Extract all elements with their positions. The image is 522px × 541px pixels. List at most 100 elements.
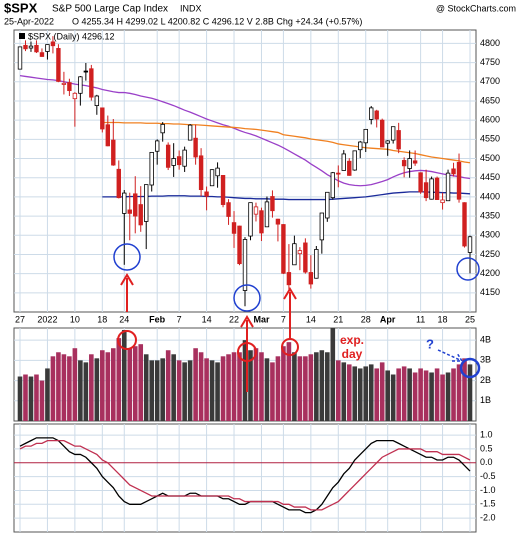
volume-bar [193, 348, 198, 421]
volume-bar [83, 362, 89, 421]
volume-bar [292, 352, 297, 421]
candle-body [133, 193, 138, 217]
x-tick-label: 28 [361, 314, 371, 324]
y-tick-label: 1B [480, 395, 491, 405]
candle-body [111, 139, 116, 166]
x-tick-label: 14 [202, 314, 212, 324]
candle-body [83, 70, 89, 73]
circle [233, 284, 261, 312]
y-tick-label: 4650 [480, 95, 500, 105]
volume-bar [341, 362, 347, 421]
candle-body [379, 119, 385, 148]
candle-body [374, 110, 379, 120]
volume-bar [434, 368, 440, 421]
candle-body [363, 128, 368, 144]
plot-layer: 27 2022 10 18 24 Feb 7 14 22 Mar 7 14 21 28 Apr 11 18 25 4… [14, 30, 500, 532]
candle-body [116, 168, 121, 199]
x-tick-label: 10 [70, 314, 80, 324]
candle-body [127, 209, 132, 214]
x-tick-label: 18 [97, 314, 107, 324]
volume-bar [132, 346, 138, 421]
candle-body [17, 46, 23, 70]
volume-bar [451, 368, 456, 421]
candle-body [100, 107, 105, 130]
volume-bar [357, 368, 363, 421]
date: 25-Apr-2022 [4, 16, 54, 26]
candle-body [385, 140, 390, 144]
indicator-panel [13, 423, 477, 533]
candle-body [61, 82, 67, 85]
volume-bar [50, 356, 56, 421]
candle-body [286, 272, 292, 286]
volume-bar [385, 370, 390, 421]
candle-body [45, 44, 50, 52]
volume-bar [363, 366, 369, 421]
volume-bar [72, 348, 78, 421]
exchange: INDX [180, 3, 202, 13]
candle-body [144, 184, 149, 222]
volume-bar [23, 374, 28, 421]
candle-body [319, 212, 325, 241]
volume-bar [226, 354, 231, 421]
y-tick-label: -1.0 [480, 485, 496, 495]
y-tick-label: -1.5 [480, 499, 496, 509]
candle-body [34, 44, 39, 53]
volume-bar [303, 356, 308, 421]
volume-bar [462, 358, 467, 421]
candle-body [94, 95, 100, 106]
candle-body [462, 202, 467, 247]
arrow [120, 273, 134, 312]
indicator-line [19, 437, 471, 514]
volume-bar [78, 360, 83, 421]
volume-bar [308, 354, 314, 421]
volume-bar [176, 360, 182, 421]
x-tick-label: 18 [438, 314, 448, 324]
volume-bar [110, 348, 116, 421]
candle-body [352, 150, 357, 171]
candle-body [193, 137, 198, 158]
candle-body [270, 196, 275, 212]
y-tick-label: 0.5 [480, 443, 493, 453]
candle-body [303, 242, 308, 273]
candle-body [72, 92, 78, 100]
candle-body [149, 151, 154, 186]
y-tick-label: 4550 [480, 134, 500, 144]
candle-body [297, 250, 303, 255]
candle-body [434, 177, 440, 200]
candle-body [451, 168, 456, 175]
candle-body [204, 191, 209, 197]
candle-body [325, 191, 330, 219]
quote: O 4255.34 H 4299.02 L 4200.82 C 4296.12 … [72, 16, 362, 26]
volume-bar [248, 350, 253, 421]
volume-bar [215, 362, 220, 421]
candle-body [412, 160, 418, 164]
candle-body [89, 68, 94, 98]
moving-average [19, 75, 471, 187]
y-tick-label: 4400 [480, 191, 500, 201]
candle-body [456, 161, 462, 200]
candle-body [56, 48, 61, 82]
volume-bar [45, 368, 50, 421]
volume-bar [187, 360, 193, 421]
volume-bar [423, 370, 429, 421]
volume-bar [445, 372, 451, 421]
candle-body [165, 144, 171, 168]
y-tick-label: 4350 [480, 210, 500, 220]
arrow [283, 287, 297, 340]
volume-bar [143, 354, 149, 421]
candle-body [418, 172, 423, 193]
indicator-line [19, 439, 471, 511]
volume-bar [138, 344, 144, 421]
candle-body [308, 272, 314, 285]
y-tick-label: -0.5 [480, 471, 496, 481]
candle-body [396, 130, 401, 150]
x-tick-label: 7 [177, 314, 182, 324]
volume-bar [198, 352, 204, 421]
candle-body [292, 243, 297, 266]
volume-bar [456, 364, 462, 421]
x-tick-label: 11 [416, 314, 425, 324]
volume-bar [429, 372, 434, 421]
volume-bar [89, 354, 94, 421]
candle-body [314, 249, 319, 279]
candle-body [445, 172, 451, 202]
